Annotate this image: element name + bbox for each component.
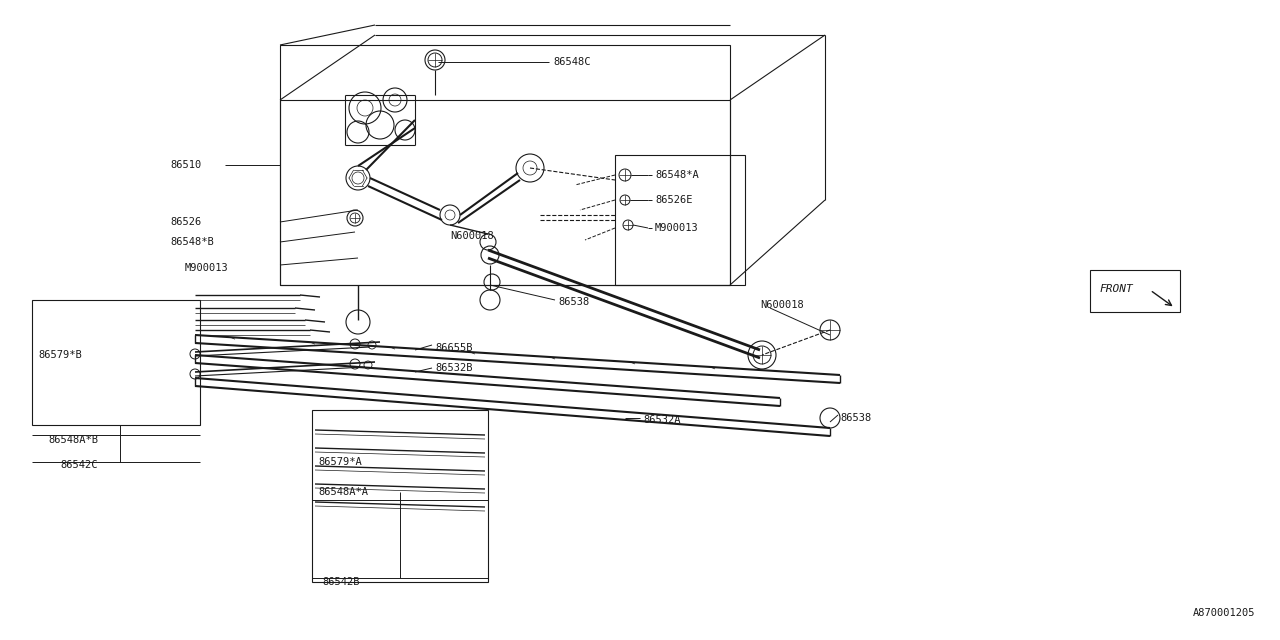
Text: 86548C: 86548C <box>553 57 590 67</box>
Text: 86548*B: 86548*B <box>170 237 214 247</box>
Bar <box>1091 270 1180 312</box>
Text: 86532B: 86532B <box>435 363 472 373</box>
Text: 86526: 86526 <box>170 217 201 227</box>
Bar <box>280 100 730 285</box>
Text: 86548A*A: 86548A*A <box>317 487 369 497</box>
Text: N600018: N600018 <box>760 300 804 310</box>
Text: 86532A: 86532A <box>643 415 681 425</box>
Text: 86579*A: 86579*A <box>317 457 362 467</box>
Text: N600018: N600018 <box>451 231 494 241</box>
Text: 86538: 86538 <box>840 413 872 423</box>
Text: 86526E: 86526E <box>655 195 692 205</box>
Bar <box>614 155 745 285</box>
Text: 86542B: 86542B <box>323 577 360 587</box>
Text: 86538: 86538 <box>558 297 589 307</box>
Text: 86579*B: 86579*B <box>38 350 82 360</box>
Text: A870001205: A870001205 <box>1193 608 1254 618</box>
Text: 86542C: 86542C <box>60 460 97 470</box>
Text: FRONT: FRONT <box>1100 284 1134 294</box>
Text: 86548A*B: 86548A*B <box>49 435 99 445</box>
Text: 86548*A: 86548*A <box>655 170 699 180</box>
Text: M900013: M900013 <box>186 263 229 273</box>
Bar <box>312 410 488 582</box>
Text: 86510: 86510 <box>170 160 201 170</box>
Text: 86655B: 86655B <box>435 343 472 353</box>
Text: M900013: M900013 <box>655 223 699 233</box>
Bar <box>32 300 200 425</box>
Bar <box>280 45 730 285</box>
